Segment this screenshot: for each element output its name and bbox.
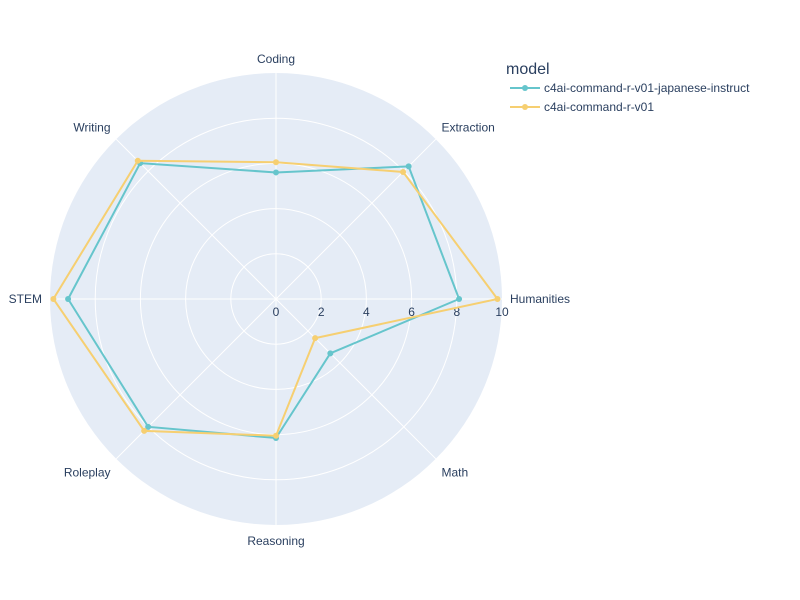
legend-title: model xyxy=(506,61,550,78)
data-point-humanities[interactable] xyxy=(494,296,501,302)
legend-item-0[interactable]: c4ai-command-r-v01-japanese-instruct xyxy=(510,81,750,95)
radial-tick-label: 4 xyxy=(363,305,370,319)
data-point-stem[interactable] xyxy=(65,296,72,302)
legend-label: c4ai-command-r-v01-japanese-instruct xyxy=(544,81,750,95)
data-point-extraction[interactable] xyxy=(405,163,412,170)
data-point-math[interactable] xyxy=(327,350,334,357)
category-label-writing: Writing xyxy=(73,121,110,135)
data-point-math[interactable] xyxy=(312,335,319,342)
traces xyxy=(50,157,501,441)
category-label-stem: STEM xyxy=(9,292,42,306)
legend-item-1[interactable]: c4ai-command-r-v01 xyxy=(510,100,654,114)
data-point-humanities[interactable] xyxy=(456,296,463,302)
data-point-coding[interactable] xyxy=(273,159,279,166)
radial-tick-label: 8 xyxy=(453,305,460,319)
category-label-roleplay: Roleplay xyxy=(64,465,111,479)
legend[interactable]: model c4ai-command-r-v01-japanese-instru… xyxy=(506,61,750,114)
grid-spoke xyxy=(115,138,277,300)
data-point-writing[interactable] xyxy=(134,157,141,164)
legend-marker-icon xyxy=(522,104,528,110)
data-point-reasoning[interactable] xyxy=(273,432,279,439)
category-label-extraction: Extraction xyxy=(441,121,494,135)
category-label-reasoning: Reasoning xyxy=(247,534,304,548)
legend-marker-icon xyxy=(522,85,528,91)
category-label-humanities: Humanities xyxy=(510,292,570,306)
data-point-roleplay[interactable] xyxy=(141,427,148,434)
angular-tick-labels: Coding Extraction Humanities Math Reasoning R… xyxy=(9,52,570,548)
category-label-math: Math xyxy=(441,465,468,479)
grid-spoke xyxy=(275,298,437,460)
radial-tick-label: 10 xyxy=(495,305,509,319)
radial-tick-labels: 0 2 4 6 8 10 xyxy=(273,305,509,319)
data-point-coding[interactable] xyxy=(273,169,279,176)
radial-tick-label: 0 xyxy=(273,305,280,319)
legend-label: c4ai-command-r-v01 xyxy=(544,100,654,114)
grid-lines xyxy=(50,73,502,525)
data-point-roleplay[interactable] xyxy=(145,423,152,430)
category-label-coding: Coding xyxy=(257,52,295,66)
radial-tick-label: 2 xyxy=(318,305,325,319)
radial-tick-label: 6 xyxy=(408,305,415,319)
data-point-extraction[interactable] xyxy=(400,168,407,175)
data-point-stem[interactable] xyxy=(50,296,57,302)
